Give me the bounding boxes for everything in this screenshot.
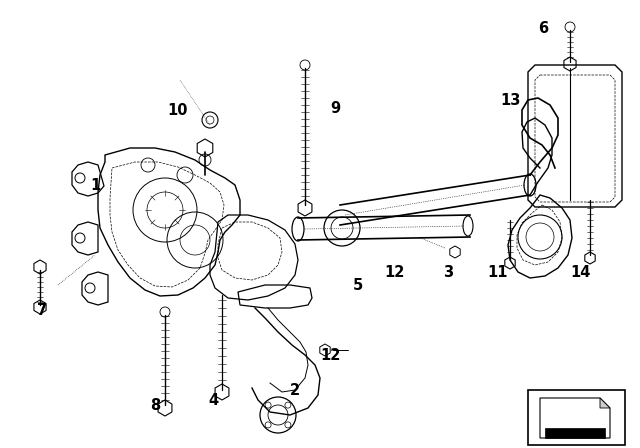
Bar: [528, 390, 625, 445]
Text: 3: 3: [443, 264, 453, 280]
Text: 7: 7: [37, 302, 47, 318]
Text: 2: 2: [290, 383, 300, 397]
Text: 8: 8: [150, 397, 160, 413]
Polygon shape: [545, 428, 605, 438]
Text: 6: 6: [538, 21, 548, 35]
Text: 00135802: 00135802: [547, 423, 593, 433]
Text: 11: 11: [488, 264, 508, 280]
Text: 14: 14: [570, 264, 590, 280]
Text: 12: 12: [320, 348, 340, 362]
Text: 5: 5: [353, 277, 363, 293]
Text: 1: 1: [90, 177, 100, 193]
Text: 9: 9: [330, 100, 340, 116]
Polygon shape: [540, 398, 610, 438]
Text: 4: 4: [208, 392, 218, 408]
Text: 10: 10: [168, 103, 188, 117]
Polygon shape: [600, 398, 610, 408]
Text: 13: 13: [500, 92, 520, 108]
Text: 12: 12: [385, 264, 405, 280]
